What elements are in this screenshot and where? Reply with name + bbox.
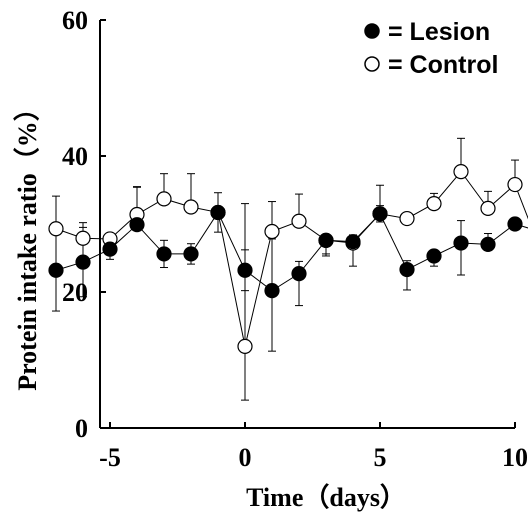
point-control [264, 223, 280, 240]
x-tick-label: 10 [502, 443, 528, 472]
point-lesion [507, 216, 523, 232]
y-tick-label: 20 [62, 278, 88, 307]
axes [99, 20, 515, 429]
point-lesion [156, 246, 172, 262]
point-lesion [183, 246, 199, 262]
legend-marker-control [364, 56, 380, 72]
point-lesion [318, 232, 334, 248]
series-line-control [55, 170, 528, 347]
point-control [237, 338, 253, 354]
point-lesion [237, 262, 253, 278]
y-tick-label: 0 [75, 414, 88, 443]
point-lesion [291, 266, 307, 282]
x-tick-label: -5 [99, 443, 121, 472]
ticks [100, 19, 516, 429]
point-lesion [48, 262, 64, 278]
x-axis-title: Time（days） [246, 483, 406, 512]
series-markers [48, 164, 523, 354]
point-lesion [102, 241, 118, 257]
series-lines [55, 170, 528, 347]
point-control [453, 164, 469, 180]
point-control [507, 176, 523, 193]
point-control [48, 221, 64, 237]
point-control [156, 191, 172, 207]
legend-label-control: = Control [388, 51, 498, 79]
point-lesion [210, 204, 226, 221]
point-lesion [399, 261, 415, 278]
point-control [426, 196, 442, 212]
y-tick-label: 60 [62, 6, 88, 35]
x-tick-label: 5 [374, 443, 387, 472]
y-tick-label: 40 [62, 142, 88, 171]
series-line-lesion [55, 211, 528, 292]
point-lesion [480, 236, 496, 252]
point-control [183, 199, 199, 215]
point-control [480, 200, 496, 216]
point-lesion [453, 235, 469, 251]
point-control [75, 230, 91, 246]
point-control [399, 210, 415, 227]
point-lesion [264, 283, 280, 299]
y-axis-title: Protein intake ratio（%） [13, 95, 42, 391]
legend-marker-lesion [364, 23, 380, 39]
legend-label-lesion: = Lesion [388, 18, 490, 46]
point-lesion [345, 234, 361, 250]
point-lesion [75, 254, 91, 270]
point-lesion [372, 206, 388, 222]
legend: = Lesion = Control [364, 18, 498, 79]
x-tick-label: 0 [239, 443, 252, 472]
point-lesion [129, 217, 145, 233]
point-control [291, 213, 307, 229]
point-lesion [426, 248, 442, 264]
